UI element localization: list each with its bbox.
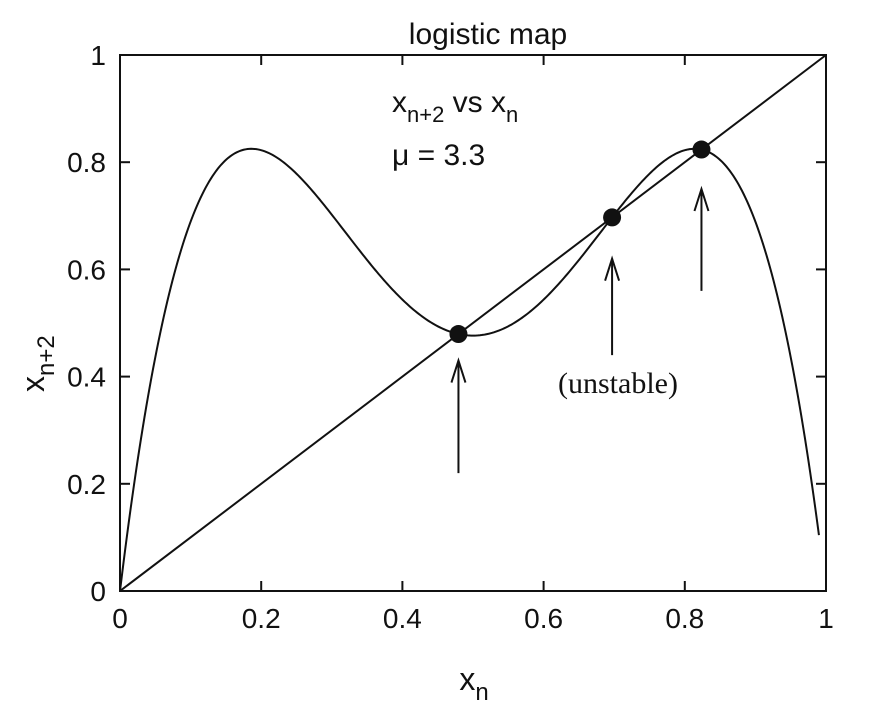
- y-tick-label: 0.8: [67, 147, 106, 178]
- x-tick-label: 0.8: [665, 603, 704, 634]
- arrows-group: [450, 185, 710, 474]
- arrow-head: [450, 357, 467, 383]
- second-iterate-curve: [119, 147, 820, 592]
- x-axis-label-main: x: [459, 661, 475, 697]
- annotation-x-sub: n+2: [407, 102, 444, 127]
- x-tick-label: 0.6: [524, 603, 563, 634]
- y-axis-label: xn+2: [15, 335, 60, 392]
- y-axis: 0 0.2 0.4 0.6 0.8 1: [67, 40, 826, 607]
- fixed-point-marker: [692, 140, 711, 159]
- fixed-point-marker: [603, 208, 622, 227]
- x-axis: 0 0.2 0.4 0.6 0.8 1: [112, 55, 834, 634]
- y-axis-label-sub: n+2: [33, 335, 60, 376]
- y-axis-label-main: x: [15, 376, 51, 392]
- annotation-unstable: (unstable): [558, 367, 678, 400]
- x-tick-label: 0.4: [383, 603, 422, 634]
- annotation-x-main: x: [392, 86, 407, 119]
- y-tick-label: 1: [90, 40, 106, 71]
- identity-line: [119, 54, 827, 592]
- x-tick-label: 0: [112, 603, 128, 634]
- x-tick-label: 0.2: [242, 603, 281, 634]
- x-axis-label: xn: [459, 661, 488, 706]
- x-axis-label-sub: n: [475, 679, 488, 706]
- x-tick-label: 1: [818, 603, 834, 634]
- annotation-mu: μ = 3.3: [392, 139, 485, 172]
- fixed-point-marker: [449, 325, 468, 344]
- annotation-series-label: xn+2 vs xn: [392, 86, 518, 127]
- annotation-x-sub2: n: [506, 102, 518, 127]
- y-tick-label: 0.2: [67, 469, 106, 500]
- plot-frame: [119, 54, 827, 592]
- y-tick-label: 0.4: [67, 362, 106, 393]
- chart-title: logistic map: [409, 18, 567, 51]
- annotation-vs: vs x: [444, 86, 506, 119]
- fixed-points-group: [449, 140, 711, 344]
- y-tick-label: 0.6: [67, 254, 106, 285]
- arrow-head: [693, 185, 710, 212]
- y-tick-label: 0: [90, 576, 106, 607]
- arrow-head: [604, 255, 621, 281]
